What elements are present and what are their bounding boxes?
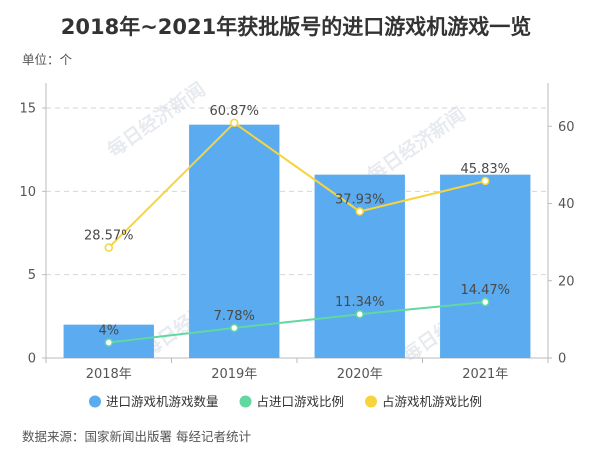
x-tick-label: 2019年 bbox=[211, 367, 257, 382]
legend-marker bbox=[365, 395, 377, 408]
y-left-tick-label: 15 bbox=[19, 102, 36, 117]
data-label: 7.78% bbox=[214, 309, 255, 324]
source-note: 数据来源：国家新闻出版署 每经记者统计 bbox=[22, 429, 251, 444]
bar bbox=[189, 124, 280, 359]
legend-marker bbox=[239, 395, 252, 408]
line-point bbox=[104, 338, 113, 347]
y-right-tick-label: 0 bbox=[558, 352, 566, 367]
chart-title: 2018年~2021年获批版号的进口游戏机游戏一览 bbox=[61, 15, 532, 39]
x-tick-label: 2018年 bbox=[86, 367, 132, 382]
bar bbox=[314, 174, 405, 358]
legend-label: 占游戏机游戏比例 bbox=[382, 394, 482, 409]
x-tick-label: 2021年 bbox=[462, 367, 508, 382]
line-point bbox=[104, 243, 113, 252]
data-label: 37.93% bbox=[335, 193, 385, 208]
legend-label: 进口游戏机游戏数量 bbox=[106, 394, 219, 409]
bar bbox=[440, 174, 531, 358]
y-left-tick-label: 5 bbox=[28, 268, 36, 283]
y-right-tick-label: 40 bbox=[558, 197, 575, 212]
line-point bbox=[481, 297, 490, 307]
data-label: 11.34% bbox=[335, 295, 385, 310]
bar-series bbox=[63, 124, 531, 359]
legend-marker bbox=[89, 395, 101, 408]
y-left-tick-label: 10 bbox=[19, 185, 36, 200]
line-point bbox=[230, 118, 239, 128]
line-point bbox=[355, 207, 364, 216]
y-left-tick-label: 0 bbox=[28, 352, 36, 367]
line-point bbox=[355, 309, 364, 319]
watermark-text: 每日经济新闻 bbox=[363, 103, 470, 187]
line-point bbox=[230, 323, 239, 333]
data-label: 4% bbox=[98, 324, 119, 339]
legend-label: 占进口游戏比例 bbox=[257, 394, 345, 409]
data-label: 14.47% bbox=[460, 283, 510, 298]
unit-label: 单位：个 bbox=[22, 52, 73, 67]
series-line bbox=[108, 121, 486, 249]
data-labels: 4% 7.78% 11.34% 14.47% 28.57% 60.87% 37.93% 45.… bbox=[84, 104, 510, 339]
data-label: 28.57% bbox=[84, 229, 134, 244]
data-label: 60.87% bbox=[209, 104, 259, 119]
line-series bbox=[104, 118, 490, 347]
y-right-tick-label: 20 bbox=[558, 274, 575, 289]
data-label: 45.83% bbox=[460, 162, 510, 177]
legend: 进口游戏机游戏数量 占进口游戏比例 占游戏机游戏比例 bbox=[89, 394, 482, 409]
axes: 0 5 10 15 0 20 40 60 2018年 2019年 2020年 2021年 bbox=[19, 83, 575, 382]
y-right-tick-label: 60 bbox=[558, 120, 575, 135]
series-line bbox=[108, 301, 486, 344]
x-tick-label: 2020年 bbox=[337, 367, 383, 382]
line-point bbox=[481, 176, 490, 186]
